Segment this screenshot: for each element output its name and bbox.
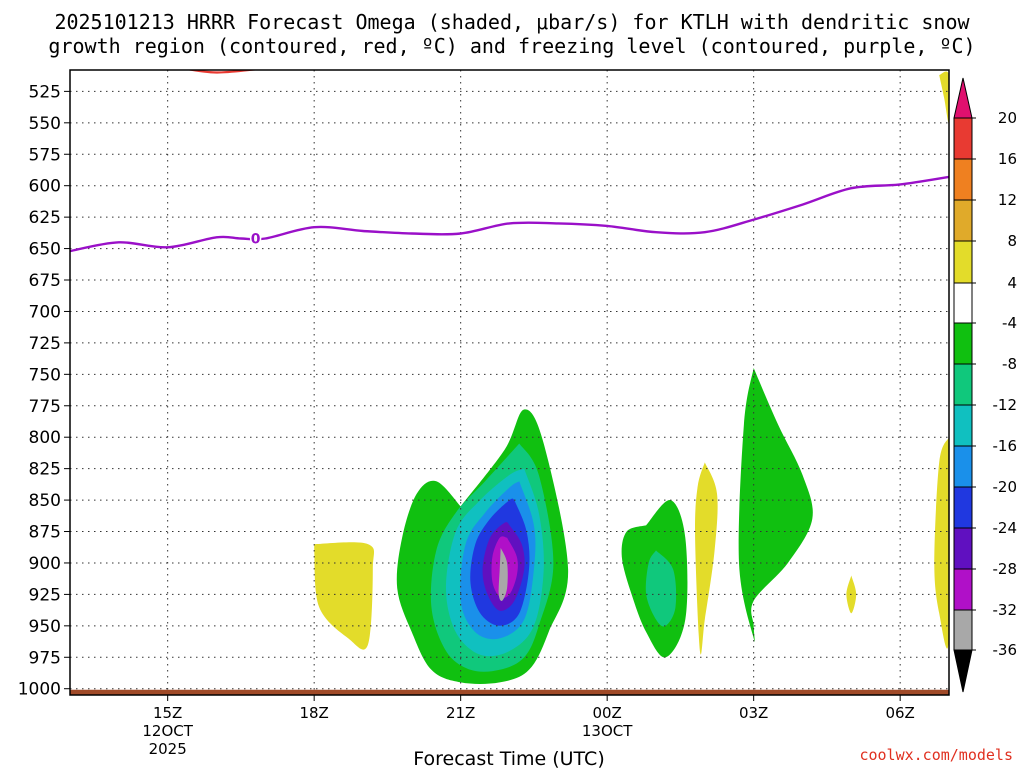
colorbar-swatch-13 <box>953 609 973 651</box>
colorbar-label-6: -4 <box>1002 314 1017 332</box>
y-tick-label-575: 575 <box>29 145 61 165</box>
colorbar-label-1: 20 <box>998 109 1017 127</box>
colorbar-swatch-8 <box>953 404 973 447</box>
colorbar-swatch-7 <box>953 363 973 406</box>
credit-text: coolwx.com/models <box>859 746 1013 764</box>
colorbar-swatch-2 <box>953 158 973 201</box>
y-tick-label-650: 650 <box>29 240 61 260</box>
y-tick-label-600: 600 <box>29 177 61 197</box>
y-tick-label-550: 550 <box>29 114 61 134</box>
omega-region-16 <box>934 437 949 649</box>
y-tick-label-750: 750 <box>29 365 61 385</box>
x-axis-title: Forecast Time (UTC) <box>413 748 604 768</box>
colorbar: 20 16 12 8 4 -4 -8 -12 -16 -20 -24 -28 -32 -36 <box>953 77 1018 693</box>
colorbar-swatch-3 <box>953 199 973 242</box>
colorbar-label-11: -24 <box>993 519 1018 537</box>
colorbar-swatch-6 <box>953 322 973 365</box>
omega-region-13 <box>738 368 813 642</box>
y-tick-label-975: 975 <box>29 648 61 668</box>
y-axis: 525 550 575 600 625 650 675 700 725 750 775 800 825 8… <box>18 82 70 700</box>
colorbar-arrow-top <box>953 77 973 119</box>
y-tick-label-700: 700 <box>29 302 61 322</box>
omega-shading <box>314 71 949 684</box>
chart-title-line2: growth region (contoured, red, ºC) and f… <box>48 34 975 58</box>
colorbar-label-14: -36 <box>993 641 1018 659</box>
colorbar-label-10: -20 <box>993 478 1018 496</box>
x-tick-label-21Z: 21Z <box>446 704 475 722</box>
colorbar-swatch-11 <box>953 527 973 570</box>
omega-region-15 <box>939 71 949 124</box>
colorbar-label-4: 8 <box>1007 232 1017 250</box>
colorbar-arrow-bottom <box>953 649 973 693</box>
freezing-level-contour <box>70 175 949 253</box>
colorbar-label-2: 16 <box>998 150 1017 168</box>
x-tick-label-06Z: 06Z <box>885 704 914 722</box>
colorbar-swatch-10 <box>953 486 973 529</box>
omega-region-1 <box>314 542 375 650</box>
colorbar-swatch-5 <box>953 282 973 324</box>
x-tick-label-18Z: 18Z <box>299 704 328 722</box>
x-tick-label-15Z: 15Z <box>153 704 182 722</box>
x-tick-year-15Z: 2025 <box>149 740 187 758</box>
colorbar-label-12: -28 <box>993 560 1018 578</box>
plot-area: 0 <box>70 70 949 695</box>
colorbar-label-8: -12 <box>993 396 1018 414</box>
y-tick-label-875: 875 <box>29 523 61 543</box>
omega-region-11 <box>645 550 677 627</box>
x-tick-label-00Z: 00Z <box>592 704 621 722</box>
colorbar-swatch-12 <box>953 568 973 611</box>
colorbar-label-9: -16 <box>993 437 1018 455</box>
colorbar-swatch-4 <box>953 240 973 284</box>
freezing-level-label: 0 <box>251 232 261 248</box>
y-tick-label-850: 850 <box>29 491 61 511</box>
colorbar-swatch-9 <box>953 445 973 488</box>
chart-title-line1: 2025101213 HRRR Forecast Omega (shaded, … <box>54 10 970 34</box>
colorbar-label-13: -32 <box>993 601 1018 619</box>
colorbar-swatch-1 <box>953 117 973 160</box>
y-tick-label-775: 775 <box>29 397 61 417</box>
y-tick-label-625: 625 <box>29 208 61 228</box>
x-tick-date-15Z: 12OCT <box>142 722 193 740</box>
omega-region-9 <box>498 547 508 601</box>
y-tick-label-900: 900 <box>29 554 61 574</box>
colorbar-label-3: 12 <box>998 191 1017 209</box>
y-tick-label-725: 725 <box>29 334 61 354</box>
y-tick-label-925: 925 <box>29 585 61 605</box>
omega-region-12 <box>695 462 718 655</box>
colorbar-label-5: 4 <box>1007 274 1017 292</box>
grid-lines <box>70 70 949 695</box>
y-tick-label-800: 800 <box>29 428 61 448</box>
plot-frame <box>69 69 950 696</box>
y-tick-label-525: 525 <box>29 82 61 102</box>
y-tick-label-825: 825 <box>29 460 61 480</box>
surface-band <box>70 689 949 695</box>
x-tick-label-03Z: 03Z <box>739 704 768 722</box>
x-tick-date-00Z: 13OCT <box>582 722 633 740</box>
y-tick-label-675: 675 <box>29 271 61 291</box>
colorbar-label-7: -8 <box>1002 355 1017 373</box>
y-tick-label-950: 950 <box>29 617 61 637</box>
y-tick-label-1000: 1000 <box>18 680 61 700</box>
